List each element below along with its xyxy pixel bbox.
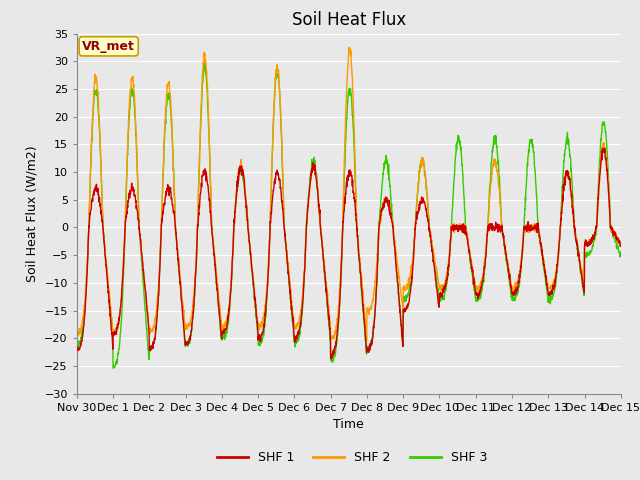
- SHF 2: [584, 240, 592, 246]
- SHF 3: [73, 340, 81, 346]
- SHF 3: [507, 288, 515, 294]
- SHF 2: [363, 337, 371, 343]
- SHF 1: [73, 346, 81, 351]
- SHF 2: [507, 281, 515, 287]
- Legend: SHF 1, SHF 2, SHF 3: SHF 1, SHF 2, SHF 3: [212, 446, 492, 469]
- SHF 3: [109, 365, 117, 371]
- SHF 2: [365, 305, 372, 311]
- SHF 2: [569, 207, 577, 213]
- SHF 2: [345, 45, 353, 50]
- SHF 1: [600, 145, 607, 151]
- SHF 3: [365, 344, 372, 349]
- Line: SHF 3: SHF 3: [77, 63, 621, 368]
- SHF 1: [365, 348, 372, 353]
- Y-axis label: Soil Heat Flux (W/m2): Soil Heat Flux (W/m2): [26, 145, 38, 282]
- SHF 1: [327, 356, 335, 362]
- Line: SHF 2: SHF 2: [77, 48, 621, 340]
- Text: VR_met: VR_met: [82, 40, 135, 53]
- Title: Soil Heat Flux: Soil Heat Flux: [292, 11, 406, 29]
- SHF 3: [225, 313, 233, 319]
- SHF 3: [569, 194, 577, 200]
- X-axis label: Time: Time: [333, 418, 364, 431]
- SHF 3: [201, 60, 209, 66]
- SHF 1: [584, 243, 591, 249]
- SHF 3: [617, 251, 625, 257]
- SHF 2: [225, 307, 232, 313]
- SHF 3: [377, 204, 385, 210]
- SHF 1: [376, 215, 384, 220]
- SHF 2: [73, 330, 81, 336]
- SHF 2: [377, 213, 385, 218]
- SHF 3: [584, 252, 592, 258]
- SHF 1: [507, 285, 515, 290]
- SHF 1: [225, 312, 232, 318]
- SHF 2: [617, 241, 625, 247]
- Line: SHF 1: SHF 1: [77, 148, 621, 359]
- SHF 1: [569, 211, 577, 216]
- SHF 1: [617, 242, 625, 248]
